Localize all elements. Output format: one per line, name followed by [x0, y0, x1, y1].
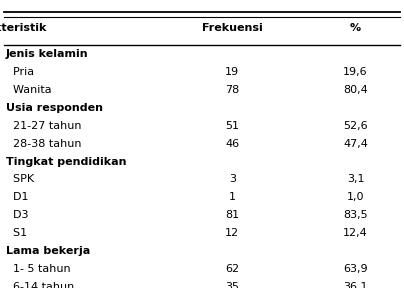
- Text: 6-14 tahun: 6-14 tahun: [6, 282, 74, 288]
- Text: 35: 35: [225, 282, 239, 288]
- Text: 80,4: 80,4: [343, 85, 368, 95]
- Text: Tingkat pendidikan: Tingkat pendidikan: [6, 157, 126, 166]
- Text: 28-38 tahun: 28-38 tahun: [6, 139, 82, 149]
- Text: 1: 1: [229, 192, 236, 202]
- Text: %: %: [350, 23, 361, 33]
- Text: 1- 5 tahun: 1- 5 tahun: [6, 264, 71, 274]
- Text: 19: 19: [225, 67, 239, 77]
- Text: 81: 81: [225, 210, 239, 220]
- Text: Karakteristik: Karakteristik: [0, 23, 47, 33]
- Text: 62: 62: [225, 264, 239, 274]
- Text: 36,1: 36,1: [343, 282, 368, 288]
- Text: 3,1: 3,1: [347, 175, 364, 184]
- Text: Wanita: Wanita: [6, 85, 52, 95]
- Text: D3: D3: [6, 210, 29, 220]
- Text: 3: 3: [229, 175, 236, 184]
- Text: Frekuensi: Frekuensi: [202, 23, 263, 33]
- Text: Pria: Pria: [6, 67, 34, 77]
- Text: 78: 78: [225, 85, 240, 95]
- Text: 21-27 tahun: 21-27 tahun: [6, 121, 82, 131]
- Text: S1: S1: [6, 228, 27, 238]
- Text: Jenis kelamin: Jenis kelamin: [6, 50, 89, 59]
- Text: 83,5: 83,5: [343, 210, 368, 220]
- Text: D1: D1: [6, 192, 29, 202]
- Text: Lama bekerja: Lama bekerja: [6, 246, 90, 256]
- Text: 12: 12: [225, 228, 239, 238]
- Text: 47,4: 47,4: [343, 139, 368, 149]
- Text: Usia responden: Usia responden: [6, 103, 103, 113]
- Text: 12,4: 12,4: [343, 228, 368, 238]
- Text: 46: 46: [225, 139, 239, 149]
- Text: 52,6: 52,6: [343, 121, 368, 131]
- Text: 19,6: 19,6: [343, 67, 368, 77]
- Text: SPK: SPK: [6, 175, 34, 184]
- Text: 63,9: 63,9: [343, 264, 368, 274]
- Text: 1,0: 1,0: [347, 192, 364, 202]
- Text: 51: 51: [225, 121, 239, 131]
